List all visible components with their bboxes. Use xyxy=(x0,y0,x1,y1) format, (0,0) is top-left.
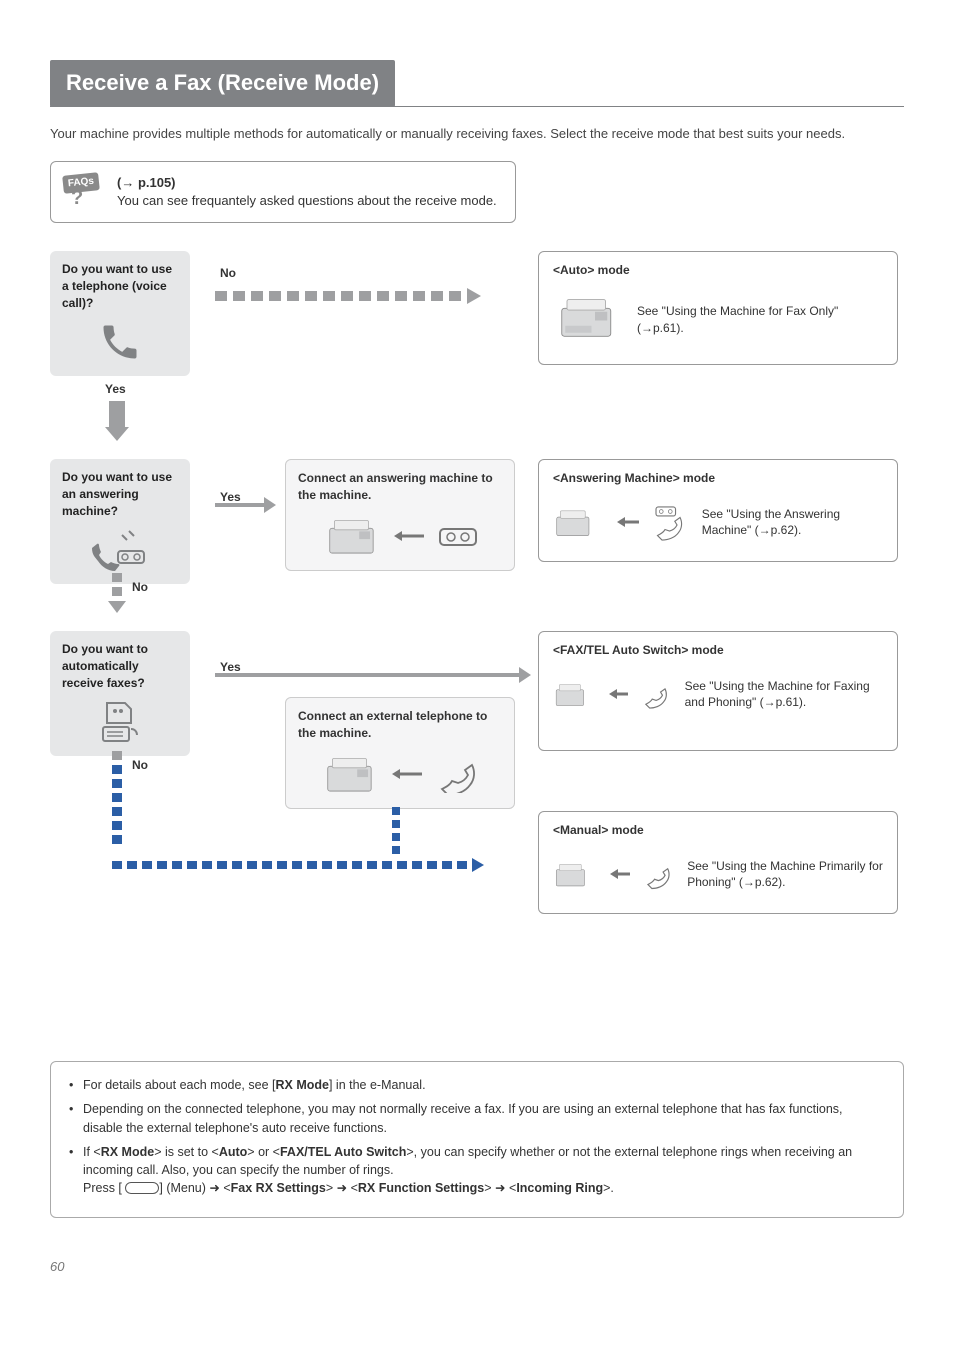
printer-icon xyxy=(553,497,603,547)
faq-callout: FAQs ? (→ p.105) You can see frequantely… xyxy=(50,161,516,223)
notes-box: For details about each mode, see [RX Mod… xyxy=(50,1061,904,1218)
answering-device-icon xyxy=(653,500,688,544)
page-number: 60 xyxy=(50,1258,904,1276)
arrow-no-path-right xyxy=(112,861,532,869)
connect-external: Connect an external telephone to the mac… xyxy=(285,697,515,809)
mode-manual: <Manual> mode See "Using the Machine Pri… xyxy=(538,811,898,914)
arrow-external-down xyxy=(392,807,400,854)
mode-faxtel-desc: See "Using the Machine for Faxing and Ph… xyxy=(685,678,883,710)
mode-manual-title: <Manual> mode xyxy=(553,822,883,839)
question-voice-call: Do you want to use a telephone (voice ca… xyxy=(50,251,190,375)
q3-no-label: No xyxy=(132,757,148,774)
page-title: Receive a Fax (Receive Mode) xyxy=(50,60,395,107)
mode-auto-desc: See "Using the Machine for Fax Only" (→p… xyxy=(637,303,883,335)
faq-desc: You can see frequantely asked questions … xyxy=(117,192,497,210)
mode-auto-title: <Auto> mode xyxy=(553,262,883,279)
arrow-q3-no-down xyxy=(112,751,122,844)
mode-faxtel: <FAX/TEL Auto Switch> mode See "Using th… xyxy=(538,631,898,751)
note-2: Depending on the connected telephone, yo… xyxy=(69,1100,885,1136)
q2-no-label: No xyxy=(132,579,148,596)
page-title-bar: Receive a Fax (Receive Mode) xyxy=(50,60,904,107)
arrow-q1-yes xyxy=(105,401,129,441)
mode-manual-desc: See "Using the Machine Primarily for Pho… xyxy=(687,858,883,890)
mode-auto: <Auto> mode See "Using the Machine for F… xyxy=(538,251,898,365)
printer-icon xyxy=(553,849,596,899)
arrow-q2-yes-head xyxy=(264,497,276,513)
left-arrow-icon xyxy=(610,868,630,880)
note-3: If <RX Mode> is set to <Auto> or <FAX/TE… xyxy=(69,1143,885,1197)
answering-machine-icon xyxy=(62,526,178,574)
phone-handset-icon xyxy=(644,854,673,894)
menu-key-icon xyxy=(125,1182,159,1194)
mode-faxtel-title: <FAX/TEL Auto Switch> mode xyxy=(553,642,883,659)
arrow-q3-yes-head xyxy=(519,667,531,683)
q2-text: Do you want to use an answering machine? xyxy=(62,469,178,519)
connect-external-graphic xyxy=(298,750,502,798)
phone-icon xyxy=(62,318,178,366)
printer-icon xyxy=(553,669,595,719)
arrow-q2-yes-shaft xyxy=(215,503,265,507)
q1-text: Do you want to use a telephone (voice ca… xyxy=(62,261,178,311)
fax-document-icon xyxy=(62,698,178,746)
question-auto-receive: Do you want to automatically receive fax… xyxy=(50,631,190,755)
connect-answering-title: Connect an answering machine to the mach… xyxy=(298,470,502,504)
connect-answering-graphic xyxy=(298,512,502,560)
phone-handset-icon xyxy=(642,674,670,714)
left-arrow-icon xyxy=(617,516,640,528)
connect-answering: Connect an answering machine to the mach… xyxy=(285,459,515,571)
mode-answering-desc: See "Using the Answering Machine" (→p.62… xyxy=(702,506,883,538)
arrow-q1-no xyxy=(215,291,520,301)
arrow-q2-no xyxy=(112,573,122,613)
printer-icon xyxy=(553,289,623,350)
mode-answering-title: <Answering Machine> mode xyxy=(553,470,883,487)
flowchart: Do you want to use a telephone (voice ca… xyxy=(50,251,904,1051)
question-answering-machine: Do you want to use an answering machine? xyxy=(50,459,190,583)
q3-text: Do you want to automatically receive fax… xyxy=(62,641,178,691)
faq-icon: FAQs ? xyxy=(63,174,105,210)
faq-ref: (→ p.105) xyxy=(117,174,497,192)
connect-external-title: Connect an external telephone to the mac… xyxy=(298,708,502,742)
mode-answering: <Answering Machine> mode See "Using the … xyxy=(538,459,898,562)
q1-yes-label: Yes xyxy=(105,381,126,398)
left-arrow-icon xyxy=(609,688,628,700)
arrow-q3-yes-shaft xyxy=(215,673,520,677)
note-1: For details about each mode, see [RX Mod… xyxy=(69,1076,885,1094)
faq-text: (→ p.105) You can see frequantely asked … xyxy=(117,174,497,210)
intro-text: Your machine provides multiple methods f… xyxy=(50,125,904,143)
q1-no-label: No xyxy=(220,265,236,282)
faq-question-mark-icon: ? xyxy=(71,184,83,212)
